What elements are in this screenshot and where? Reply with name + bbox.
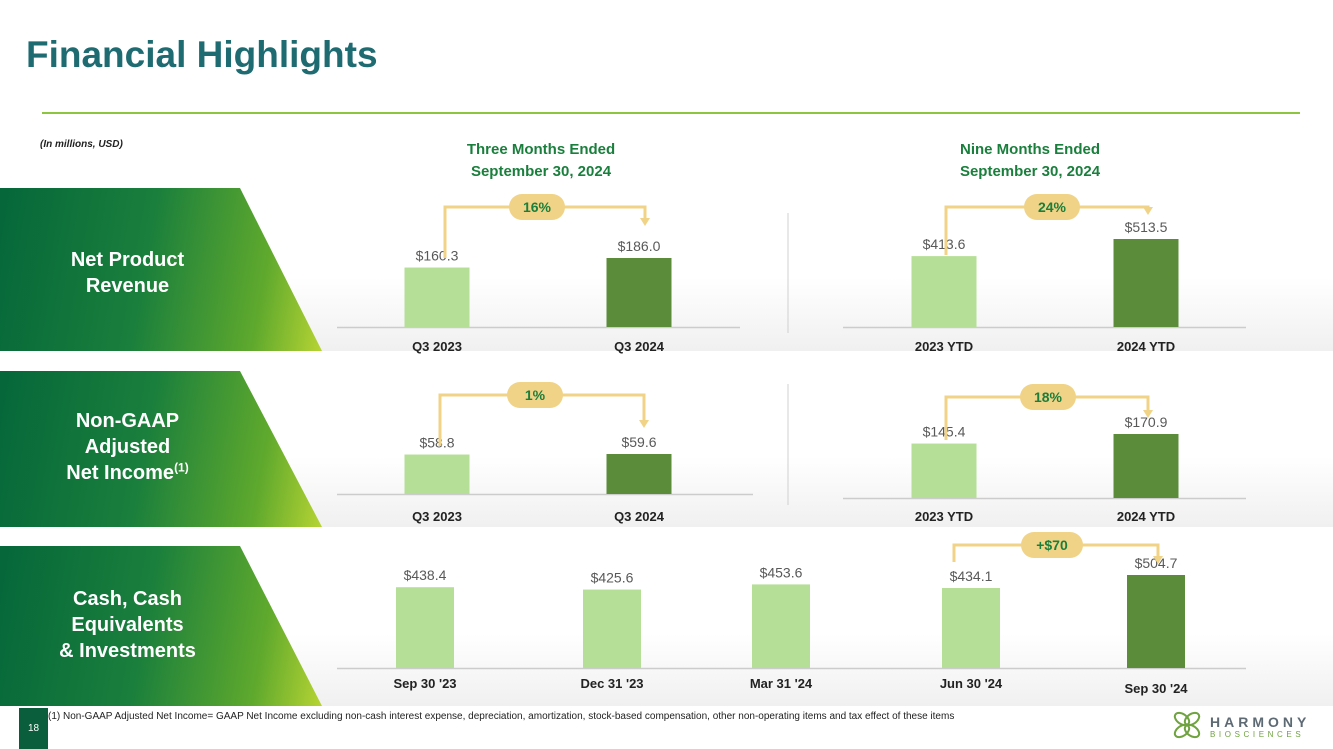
rev_ytd-category-label-0: 2023 YTD	[915, 339, 973, 354]
cash-value-label-4: $504.7	[1135, 555, 1178, 571]
rev_q-growth-badge	[509, 194, 565, 220]
page-title: Financial Highlights	[26, 34, 378, 75]
inc_q-growth-label: 1%	[525, 387, 546, 403]
cash-growth-badge	[1021, 532, 1083, 558]
cash-category-label-1: Dec 31 '23	[580, 676, 643, 691]
rev_ytd-growth-badge	[1024, 194, 1080, 220]
cash-value-label-1: $425.6	[591, 570, 634, 586]
cash-value-label-3: $434.1	[950, 568, 993, 584]
rev_q-value-label-0: $160.3	[416, 248, 459, 264]
inc_ytd-value-label-0: $145.4	[923, 424, 966, 440]
income-label-line1: Non-GAAP	[75, 410, 180, 432]
cash-bar-0	[396, 587, 454, 668]
rev_q-bar-0	[404, 267, 470, 327]
nine-months-header: Nine Months Ended September 30, 2024	[900, 139, 1160, 183]
income-label-line3: Net Income(1)	[0, 460, 255, 486]
inc_q-growth-arrowhead	[639, 420, 649, 428]
cash-growth-arrowhead	[1153, 556, 1163, 564]
revenue-label-line1: Net Product	[70, 249, 185, 271]
income-row-label: Non-GAAP Adjusted Net Income(1)	[0, 408, 255, 486]
cash-bar-4	[1127, 575, 1185, 668]
inc_q-category-label-0: Q3 2023	[412, 509, 462, 524]
inc_q-bar-1	[606, 454, 672, 494]
cash-value-label-0: $438.4	[404, 567, 447, 583]
rev_q-growth-arrowhead	[640, 218, 650, 226]
nine-months-header-line1: Nine Months Ended	[960, 141, 1100, 158]
income-label-line2: Adjusted	[84, 436, 171, 458]
revenue-row-label: Net Product Revenue	[0, 247, 255, 299]
inc_q-value-label-0: $58.8	[419, 435, 454, 451]
three-months-header-line1: Three Months Ended	[466, 141, 616, 158]
rev_ytd-value-label-1: $513.5	[1125, 219, 1168, 235]
rev_q-growth-label: 16%	[523, 199, 552, 215]
inc_q-value-label-1: $59.6	[621, 434, 656, 450]
cash-category-label-4: Sep 30 '24	[1124, 681, 1188, 696]
income-footnote-ref: (1)	[174, 460, 189, 475]
rev_ytd-growth-arrowhead	[1143, 207, 1153, 215]
rev_ytd-category-label-1: 2024 YTD	[1117, 339, 1175, 354]
inc_q-category-label-1: Q3 2024	[614, 509, 665, 524]
harmony-logo: HARMONY BIOSCIENCES	[1168, 707, 1333, 743]
income-label-line3-text: Net Income	[66, 462, 175, 484]
cash-category-label-3: Jun 30 '24	[940, 676, 1003, 691]
rev_ytd-growth-label: 24%	[1038, 199, 1067, 215]
nine-months-header-line2: September 30, 2024	[959, 163, 1101, 180]
rev_ytd-bar-0	[911, 256, 977, 327]
cash-value-label-2: $453.6	[760, 564, 803, 580]
cash-label-line3: & Investments	[59, 640, 196, 662]
inc_ytd-bar-1	[1113, 434, 1179, 498]
inc_q-bar-0	[404, 454, 470, 494]
cash-category-label-0: Sep 30 '23	[393, 676, 456, 691]
inc_ytd-growth-label: 18%	[1034, 389, 1063, 405]
inc_ytd-category-label-1: 2024 YTD	[1117, 509, 1175, 524]
inc_ytd-bar-0	[911, 443, 977, 498]
logo-subtitle: BIOSCIENCES	[1210, 730, 1305, 739]
cash-growth-label: +$70	[1036, 537, 1068, 553]
cash-bar-3	[942, 588, 1000, 668]
cash-bar-2	[752, 584, 810, 668]
units-note: (In millions, USD)	[40, 139, 123, 150]
rev_ytd-value-label-0: $413.6	[923, 236, 966, 252]
title-divider	[42, 112, 1300, 114]
inc_ytd-category-label-0: 2023 YTD	[915, 509, 973, 524]
inc_q-growth-badge	[507, 382, 563, 408]
harmony-logo-icon	[1173, 711, 1201, 739]
rev_q-value-label-1: $186.0	[618, 238, 661, 254]
inc_ytd-value-label-1: $170.9	[1125, 414, 1168, 430]
cash-label-line1: Cash, Cash	[73, 588, 182, 610]
three-months-header: Three Months Ended September 30, 2024	[411, 139, 671, 183]
inc_ytd-growth-arrowhead	[1143, 410, 1153, 418]
three-months-header-line2: September 30, 2024	[470, 163, 612, 180]
cash-category-label-2: Mar 31 '24	[750, 676, 813, 691]
cash-bar-1	[583, 589, 641, 668]
cash-label-line2: Equivalents	[71, 614, 184, 636]
inc_ytd-growth-badge	[1020, 384, 1076, 410]
cash-row-label: Cash, Cash Equivalents & Investments	[0, 586, 255, 664]
rev_q-category-label-0: Q3 2023	[412, 339, 462, 354]
rev_ytd-bar-1	[1113, 239, 1179, 327]
rev_q-bar-1	[606, 258, 672, 327]
rev_q-category-label-1: Q3 2024	[614, 339, 665, 354]
revenue-label-line2: Revenue	[85, 275, 170, 297]
page-number: 18	[19, 708, 48, 749]
footnote: (1) Non-GAAP Adjusted Net Income= GAAP N…	[48, 711, 955, 722]
logo-wordmark: HARMONY	[1210, 714, 1311, 730]
